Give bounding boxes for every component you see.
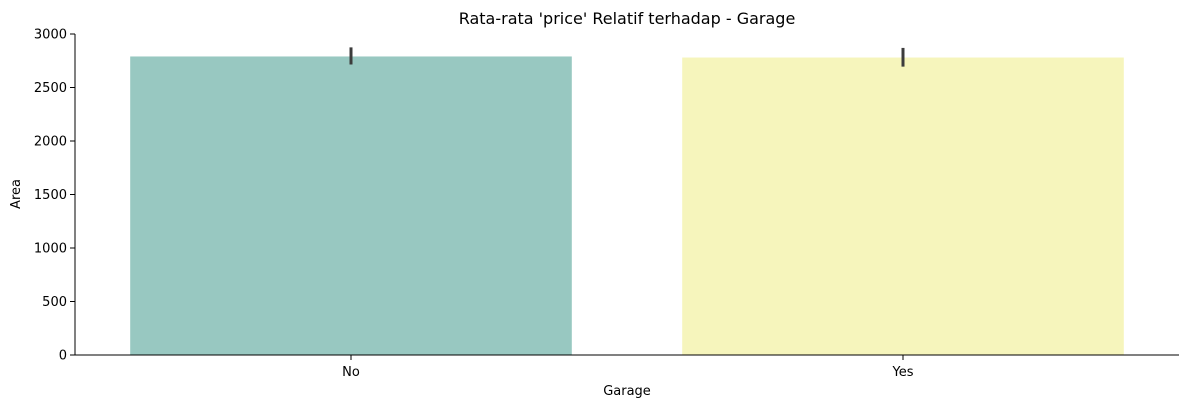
x-ticks-group: No Yes: [342, 355, 914, 380]
error-bars-group: [349, 47, 905, 67]
chart-title: Rata-rata 'price' Relatif terhadap - Gar…: [459, 9, 796, 28]
y-tick-label: 1000: [34, 242, 67, 257]
y-tick-label: 1500: [34, 188, 67, 203]
y-tick-label: 0: [59, 349, 67, 364]
y-tick-label: 2500: [34, 81, 67, 96]
y-tick-label: 500: [42, 295, 67, 310]
y-axis-label: Area: [9, 179, 24, 209]
y-ticks-group: 0 500 1000 1500 2000 2500 3000: [34, 28, 75, 364]
bars-group: [130, 56, 1124, 355]
bar-no: [130, 56, 572, 355]
x-tick-label: No: [342, 365, 360, 380]
x-axis-label: Garage: [603, 384, 651, 399]
bar-yes: [682, 57, 1124, 355]
y-tick-label: 2000: [34, 135, 67, 150]
x-tick-label: Yes: [892, 365, 914, 380]
y-tick-label: 3000: [34, 28, 67, 43]
